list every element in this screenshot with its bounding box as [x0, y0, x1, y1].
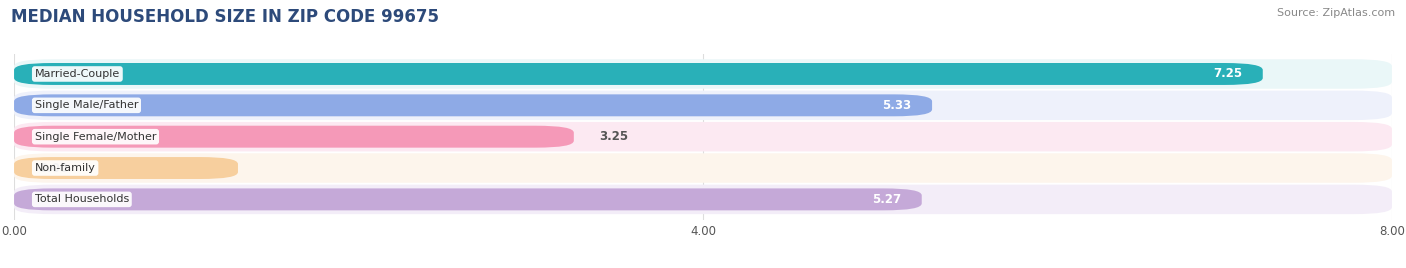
Text: Single Female/Mother: Single Female/Mother — [35, 132, 156, 142]
Text: Total Households: Total Households — [35, 194, 129, 204]
FancyBboxPatch shape — [14, 91, 1392, 120]
Text: Single Male/Father: Single Male/Father — [35, 100, 138, 110]
Text: Non-family: Non-family — [35, 163, 96, 173]
FancyBboxPatch shape — [14, 153, 1392, 183]
Text: 3.25: 3.25 — [599, 130, 628, 143]
FancyBboxPatch shape — [14, 63, 1263, 85]
FancyBboxPatch shape — [14, 157, 238, 179]
Text: Married-Couple: Married-Couple — [35, 69, 120, 79]
FancyBboxPatch shape — [14, 59, 1392, 89]
Text: 7.25: 7.25 — [1213, 68, 1241, 80]
FancyBboxPatch shape — [14, 185, 1392, 214]
Text: 5.33: 5.33 — [883, 99, 911, 112]
FancyBboxPatch shape — [14, 126, 574, 148]
Text: Source: ZipAtlas.com: Source: ZipAtlas.com — [1277, 8, 1395, 18]
Text: 0.00: 0.00 — [39, 162, 69, 174]
FancyBboxPatch shape — [14, 188, 922, 210]
FancyBboxPatch shape — [14, 94, 932, 116]
FancyBboxPatch shape — [14, 122, 1392, 151]
Text: 5.27: 5.27 — [872, 193, 901, 206]
Text: MEDIAN HOUSEHOLD SIZE IN ZIP CODE 99675: MEDIAN HOUSEHOLD SIZE IN ZIP CODE 99675 — [11, 8, 439, 26]
